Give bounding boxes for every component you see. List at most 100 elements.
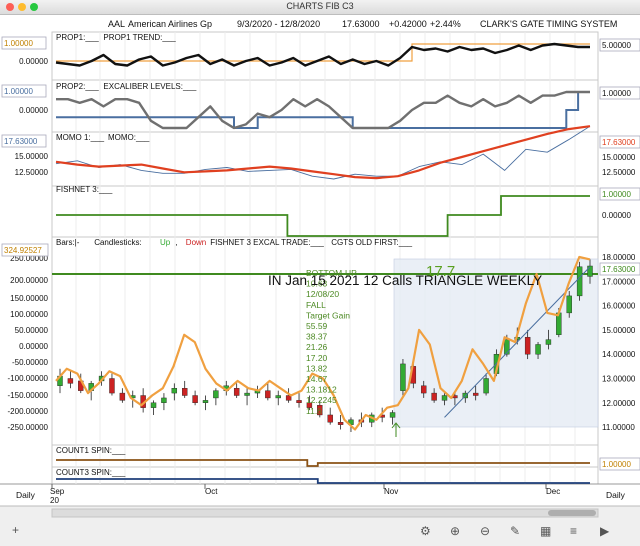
candle-body-18 (244, 392, 250, 396)
candle-body-25 (317, 405, 323, 416)
x-label-oct: Oct (205, 487, 218, 496)
main-left-tick-5: 0.00000 (19, 342, 48, 351)
horizontal-scrollbar[interactable] (51, 508, 599, 518)
main-left-tick-2: 150.00000 (10, 294, 48, 303)
target-list-item-5: 55.59 (306, 321, 328, 331)
timeframe-left: Daily (16, 490, 36, 500)
add-icon[interactable]: + (12, 523, 19, 537)
target-list-item-8: 17.20 (306, 353, 328, 363)
main-left-tick-1: 200.00000 (10, 276, 48, 285)
timeframe-right: Daily (606, 490, 626, 500)
main-right-tick-5: 13.00000 (602, 375, 636, 384)
main-right-tick-1: 17.00000 (602, 277, 636, 286)
target-list-item-10: 14.67 (306, 374, 328, 384)
target-list-item-3: FALL (306, 300, 326, 310)
momo-left-badge-box (1, 134, 47, 148)
candle-body-10 (161, 397, 167, 404)
momo-right-tick-12-5: 12.50000 (602, 168, 636, 177)
minimize-window-button[interactable] (18, 3, 26, 11)
header-symbol: AAL (108, 19, 125, 29)
target-list-item-4: Target Gain (306, 310, 350, 320)
main-right-tick-6: 12.00000 (602, 399, 636, 408)
header-change: +0.42000 (389, 19, 427, 29)
candle-body-12 (182, 388, 188, 396)
x-label-sep: Sep (50, 487, 65, 496)
momo-right-badge: 17.63000 (602, 138, 636, 147)
prop2-excaliber-line (56, 91, 590, 129)
main-left-tick-9: -200.00000 (8, 407, 49, 416)
header-date-range: 9/3/2020 - 12/8/2020 (237, 19, 320, 29)
legend-count3: COUNT3 SPIN:___ (56, 468, 126, 477)
prop2-left-badge: 1.00000 (4, 87, 33, 96)
candle-body-9 (150, 402, 157, 408)
candle-body-27 (337, 422, 344, 425)
play-icon[interactable]: ▶ (600, 524, 610, 538)
fishnet-right-badge-box (599, 187, 640, 201)
main-left-tick-6: -50.00000 (12, 358, 49, 367)
main-right-tick-0: 18.00000 (602, 253, 636, 262)
main-left-badge: 324.92527 (4, 246, 42, 255)
fishnet-right-tick-0: 0.00000 (602, 211, 631, 220)
zoom-in-icon[interactable]: ⊕ (450, 524, 460, 538)
main-right-tick-7: 11.00000 (602, 423, 635, 432)
zoom-out-icon[interactable]: ⊖ (480, 524, 490, 538)
candle-body-6 (119, 392, 126, 401)
settings-icon[interactable]: ⚙ (420, 524, 431, 538)
count1-line (56, 459, 590, 467)
target-list-item-7: 21.26 (306, 342, 328, 352)
candle-body-40 (472, 392, 479, 396)
prop1-left-badge: 1.00000 (4, 39, 33, 48)
prop1-line (55, 42, 590, 67)
fishnet-right-badge: 1.00000 (602, 190, 631, 199)
main-left-tick-3: 100.00000 (10, 310, 48, 319)
candle-body-45 (524, 336, 531, 355)
candle-body-49 (566, 295, 572, 314)
main-left-tick-10: -250.00000 (8, 423, 49, 432)
legend-fishnet3: FISHNET 3:___ (56, 185, 113, 194)
prop2-right-badge: 1.00000 (602, 89, 631, 98)
main-left-tick-4: 50.00000 (15, 326, 49, 335)
legend-candlesticks: Candlesticks: (94, 238, 142, 247)
candle-body-14 (202, 400, 209, 403)
target-list-item-13: 11.6 (306, 406, 322, 416)
scrollbar-thumb[interactable] (548, 510, 596, 516)
candle-body-5 (109, 378, 115, 394)
main-right-badge: 17.63000 (602, 265, 636, 274)
annotation-trade: IN Jan 15 2021 12 Calls TRIANGLE WEEKLY (268, 273, 542, 288)
entry-arrow (391, 422, 401, 437)
draw-icon[interactable]: ✎ (510, 524, 520, 538)
momo-tick-15: 15.00000 (15, 152, 49, 161)
count1-right-badge-box (599, 457, 640, 471)
legend-bars: Bars:|- (56, 238, 80, 247)
target-list-item-6: 38.37 (306, 332, 328, 342)
cgts-orange-line (55, 255, 591, 431)
annotation-17-7: 17.7 (426, 263, 455, 280)
legend-cgts: CGTS OLD FIRST:___ (331, 238, 412, 247)
momo-left-badge: 17.63000 (4, 137, 38, 146)
prop2-line (56, 90, 590, 130)
grid-icon[interactable]: ▦ (540, 524, 551, 538)
candle-body-17 (233, 388, 240, 396)
target-list-item-2: 12/08/20 (306, 289, 339, 299)
zoom-window-button[interactable] (30, 3, 38, 11)
candle-body-1 (67, 378, 74, 384)
candle-body-51 (587, 265, 593, 277)
legend-prop2: PROP2:___ (56, 82, 99, 91)
legend-down: Down (186, 238, 206, 247)
legend-momo: MOMO:___ (108, 133, 150, 142)
legend-prop1-trend: PROP1 TREND:___ (103, 33, 176, 42)
legend-excaliber: EXCALIBER LEVELS:___ (103, 82, 196, 91)
candle-body-23 (296, 400, 302, 403)
header-system: CLARK'S GATE TIMING SYSTEM (480, 19, 617, 29)
target-list-item-1: 10.63 (306, 279, 328, 289)
fishnet3-line (56, 195, 590, 237)
header-price: 17.63000 (342, 19, 380, 29)
list-icon[interactable]: ≡ (570, 524, 577, 538)
close-window-button[interactable] (6, 3, 14, 11)
target-list-item-9: 13.82 (306, 363, 328, 373)
main-right-badge-box (599, 262, 640, 276)
momo-line (55, 125, 591, 180)
main-right-tick-4: 14.00000 (602, 350, 636, 359)
